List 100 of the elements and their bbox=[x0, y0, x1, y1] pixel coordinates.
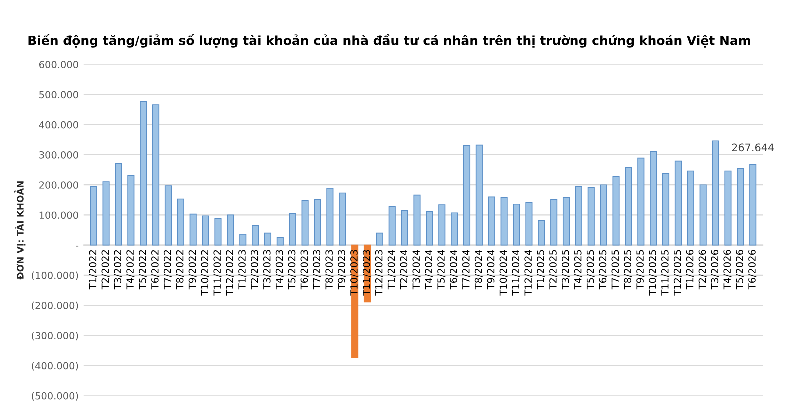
x-tick-label: T10/2022 bbox=[201, 250, 210, 296]
bar bbox=[115, 163, 122, 246]
bar bbox=[638, 158, 645, 246]
bar bbox=[600, 184, 608, 246]
x-tick-label: T1/2026 bbox=[686, 250, 694, 290]
bar bbox=[227, 214, 234, 246]
x-tick-label: T11/2025 bbox=[661, 250, 670, 296]
bar bbox=[588, 187, 595, 246]
bar bbox=[526, 202, 533, 246]
bar bbox=[388, 206, 396, 246]
x-tick-label: T10/2023 bbox=[350, 250, 359, 296]
y-tick-label: (300.000) bbox=[32, 332, 78, 341]
x-tick-label: T8/2025 bbox=[624, 250, 632, 290]
x-tick-label: T3/2025 bbox=[562, 250, 570, 290]
x-tick-label: T5/2023 bbox=[288, 250, 296, 290]
bar bbox=[190, 214, 197, 246]
bar bbox=[152, 104, 160, 246]
x-tick-label: T2/2022 bbox=[102, 250, 110, 290]
x-tick-label: T5/2025 bbox=[586, 250, 595, 290]
bar bbox=[352, 244, 359, 358]
bar bbox=[476, 144, 483, 246]
x-tick-label: T12/2022 bbox=[226, 250, 234, 296]
bar bbox=[575, 186, 582, 246]
bar bbox=[750, 164, 757, 246]
y-tick-label: 100.000 bbox=[40, 212, 78, 220]
x-tick-label: T12/2025 bbox=[674, 250, 682, 296]
bar bbox=[687, 170, 694, 246]
x-tick-label: T1/2022 bbox=[89, 250, 98, 290]
x-tick-label: T3/2023 bbox=[263, 250, 272, 290]
bar bbox=[240, 234, 247, 246]
y-tick-label: 500.000 bbox=[40, 91, 78, 99]
bar bbox=[202, 216, 210, 246]
bar bbox=[737, 168, 744, 246]
x-tick-label: T7/2025 bbox=[612, 250, 620, 290]
y-tick-label: (400.000) bbox=[32, 362, 78, 371]
x-tick-label: T6/2023 bbox=[300, 250, 309, 290]
x-tick-label: T11/2024 bbox=[512, 250, 520, 296]
bar bbox=[463, 146, 471, 246]
x-tick-label: T2/2025 bbox=[550, 250, 558, 290]
bar bbox=[538, 220, 546, 246]
x-tick-label: T8/2024 bbox=[474, 250, 484, 290]
x-tick-label: T3/2022 bbox=[114, 250, 122, 290]
bar bbox=[401, 210, 408, 246]
x-tick-label: T1/2024 bbox=[388, 250, 396, 290]
bar bbox=[674, 160, 682, 246]
chart-title: Biến động tăng/giảm số lượng tài khoản của nhà đầu tư cá nhân trên thị trường chứng khoán Việt Nam bbox=[28, 34, 750, 48]
x-tick-label: T8/2022 bbox=[176, 250, 184, 290]
x-tick-label: T4/2024 bbox=[425, 250, 434, 290]
x-tick-label: T12/2023 bbox=[375, 250, 384, 296]
bar bbox=[513, 204, 520, 246]
bar bbox=[724, 170, 732, 246]
x-tick-label: T6/2024 bbox=[450, 250, 458, 290]
x-tick-label: T5/2024 bbox=[438, 250, 446, 290]
x-tick-label: T1/2023 bbox=[238, 250, 247, 290]
x-tick-label: T7/2022 bbox=[164, 250, 172, 290]
x-tick-label: T5/2022 bbox=[139, 250, 148, 290]
bar bbox=[625, 167, 632, 246]
x-tick-label: T4/2025 bbox=[574, 250, 583, 290]
x-tick-label: T6/2025 bbox=[599, 250, 608, 290]
x-tick-label: T9/2023 bbox=[338, 250, 346, 290]
bar bbox=[128, 175, 135, 246]
y-tick-label: (500.000) bbox=[32, 392, 78, 401]
x-tick-label: T10/2025 bbox=[649, 250, 658, 296]
x-tick-label: T9/2025 bbox=[636, 250, 645, 290]
bar bbox=[550, 199, 558, 246]
x-tick-label: T9/2022 bbox=[188, 250, 197, 290]
x-tick-label: T9/2024 bbox=[487, 250, 496, 290]
x-tick-label: T3/2026 bbox=[711, 250, 720, 290]
x-tick-label: T6/2022 bbox=[152, 250, 160, 290]
x-tick-label: T6/2026 bbox=[748, 250, 757, 290]
x-tick-label: T11/2023 bbox=[362, 250, 372, 296]
bar bbox=[90, 186, 98, 246]
x-tick-label: T7/2023 bbox=[313, 250, 322, 290]
x-tick-label: T10/2024 bbox=[500, 250, 508, 296]
x-tick-label: T8/2023 bbox=[326, 250, 334, 290]
bar bbox=[376, 232, 384, 246]
y-tick-label: - bbox=[76, 246, 79, 247]
bar bbox=[500, 197, 508, 246]
bar bbox=[276, 237, 284, 246]
bar bbox=[177, 198, 184, 246]
x-tick-label: T5/2026 bbox=[736, 250, 744, 290]
bar bbox=[164, 186, 172, 246]
x-tick-label: T4/2023 bbox=[276, 250, 284, 290]
y-tick-label: 300.000 bbox=[40, 151, 78, 159]
bar bbox=[339, 192, 346, 246]
bar bbox=[712, 140, 720, 246]
bar bbox=[314, 199, 322, 246]
y-tick-label: 400.000 bbox=[39, 121, 78, 129]
y-tick-label: 200.000 bbox=[40, 182, 78, 189]
x-tick-label: T2/2024 bbox=[400, 250, 408, 290]
x-tick-label: T2/2023 bbox=[251, 250, 260, 290]
bar bbox=[414, 194, 421, 246]
bar bbox=[451, 212, 458, 246]
bar bbox=[102, 182, 110, 246]
x-tick-label: T2/2026 bbox=[698, 250, 707, 290]
bar bbox=[302, 200, 309, 246]
bar bbox=[662, 174, 670, 246]
y-axis-title: ĐƠN VỊ: TÀI KHOẢN bbox=[14, 182, 26, 280]
bar bbox=[612, 176, 620, 246]
x-tick-label: T11/2022 bbox=[214, 250, 222, 296]
